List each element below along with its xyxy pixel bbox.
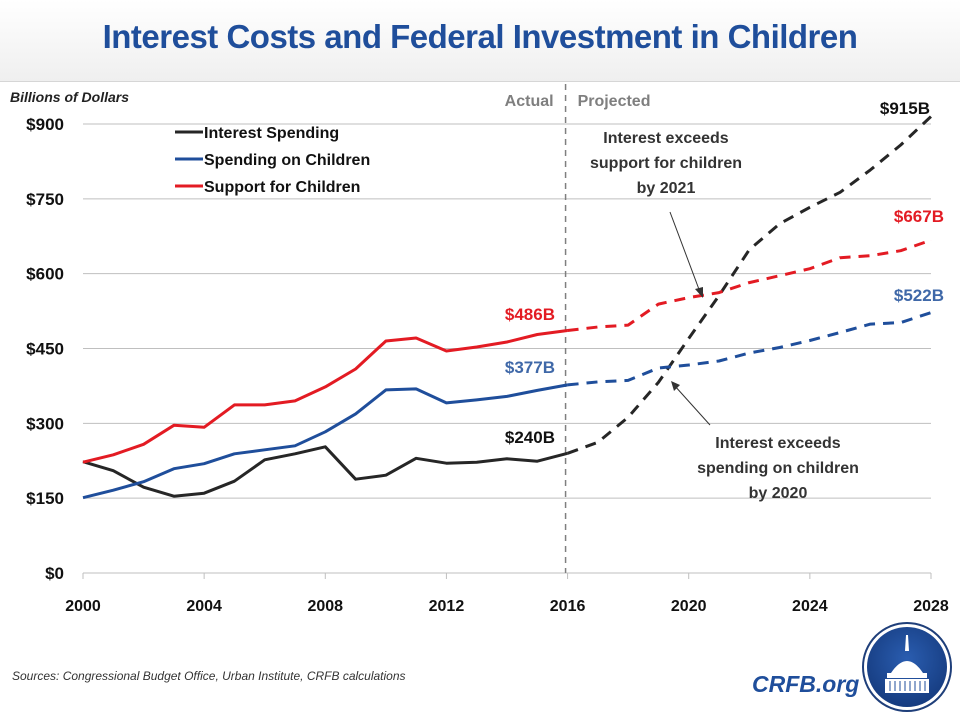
y-tick-label: $450 (26, 340, 64, 359)
actual-projected-divider: Actual Projected (505, 84, 651, 573)
y-tick-label: $900 (26, 115, 64, 134)
legend: Interest Spending Spending on Children Sup… (175, 125, 370, 196)
x-tick-label: 2008 (307, 598, 343, 615)
x-tick-labels: 2000 2004 2008 2012 2016 2020 2024 2028 (65, 598, 949, 615)
y-tick-label: $600 (26, 265, 64, 284)
y-tick-label: $150 (26, 489, 64, 508)
projected-label: Projected (578, 93, 651, 110)
x-tick-label: 2020 (671, 598, 707, 615)
x-tick-label: 2016 (550, 598, 586, 615)
x-tick-label: 2028 (913, 598, 949, 615)
y-tick-labels: $0 $150 $300 $450 $600 $750 $900 (26, 115, 64, 583)
value-label-spending: $522B (894, 286, 944, 305)
header-band: Interest Costs and Federal Investment in… (0, 0, 960, 82)
value-label-spending: $377B (505, 358, 555, 377)
x-tick-label: 2012 (429, 598, 465, 615)
value-label-interest: $240B (505, 428, 555, 447)
callout-spending-text: by 2020 (749, 485, 808, 502)
x-tick-label: 2004 (186, 598, 222, 615)
y-tick-label: $750 (26, 190, 64, 209)
legend-label-support: Support for Children (204, 179, 360, 196)
series-line-spending-actual (82, 383, 568, 500)
callout-support-text: by 2021 (637, 180, 696, 197)
crfb-link[interactable]: CRFB.org (752, 671, 860, 697)
value-label-support: $667B (894, 207, 944, 226)
capitol-dome-icon (862, 622, 952, 712)
series-line-interest-actual (82, 445, 568, 498)
callout-support-text: support for children (590, 155, 742, 172)
y-tick-label: $300 (26, 414, 64, 433)
callout-spending-text: Interest exceeds (715, 435, 841, 452)
callout-spending-arrow (673, 384, 711, 426)
series-lines (82, 115, 933, 500)
legend-label-spending: Spending on Children (204, 152, 370, 169)
actual-label: Actual (505, 93, 554, 110)
callout-spending-text: spending on children (697, 460, 859, 477)
legend-label-interest: Interest Spending (204, 125, 339, 142)
arrowhead-icon (695, 287, 703, 298)
page-title: Interest Costs and Federal Investment in… (102, 18, 858, 55)
x-tick-label: 2000 (65, 598, 101, 615)
annotations: $915B $667B $522B $486B $377B $240B Interest e… (505, 99, 944, 502)
series-line-support-projected (567, 238, 932, 332)
callout-support-text: Interest exceeds (603, 130, 729, 147)
sources-note: Sources: Congressional Budget Office, Ur… (12, 669, 406, 683)
value-label-interest: $915B (880, 99, 930, 118)
callout-support-arrow (669, 211, 701, 293)
y-axis-unit-label: Billions of Dollars (10, 89, 130, 105)
value-label-support: $486B (505, 305, 555, 324)
x-tick-label: 2024 (792, 598, 828, 615)
arrowhead-icon (671, 381, 680, 391)
y-tick-label: $0 (45, 564, 64, 583)
